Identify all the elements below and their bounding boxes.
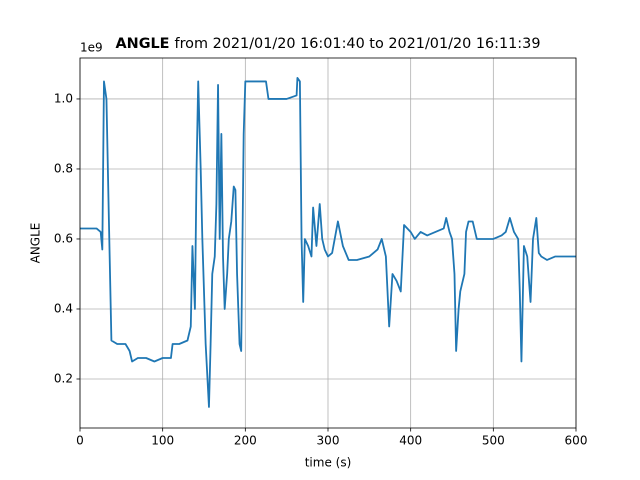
chart-title: ANGLE from 2021/01/20 16:01:40 to 2021/01… <box>116 36 541 52</box>
y-axis-label: ANGLE <box>29 223 43 264</box>
x-tick-label: 400 <box>399 434 422 448</box>
y-tick-label: 1.0 <box>54 91 73 105</box>
x-tick-label: 100 <box>151 434 174 448</box>
y-tick-label: 0.4 <box>54 301 73 315</box>
x-tick-label: 200 <box>234 434 257 448</box>
y-tick-label: 0.2 <box>54 371 73 385</box>
x-axis-label: time (s) <box>305 456 352 470</box>
x-tick-label: 500 <box>482 434 505 448</box>
title-bold: ANGLE <box>116 36 170 52</box>
y-offset: 1e9 <box>80 41 103 55</box>
y-tick-label: 0.6 <box>54 231 73 245</box>
x-tick-label: 300 <box>317 434 340 448</box>
title-text: from 2021/01/20 16:01:40 to 2021/01/20 1… <box>175 36 541 52</box>
x-tick-label: 0 <box>76 434 84 448</box>
x-tick-label: 600 <box>565 434 588 448</box>
plot-frame <box>79 57 577 429</box>
y-tick-label: 0.8 <box>54 161 73 175</box>
data-line <box>80 77 576 408</box>
